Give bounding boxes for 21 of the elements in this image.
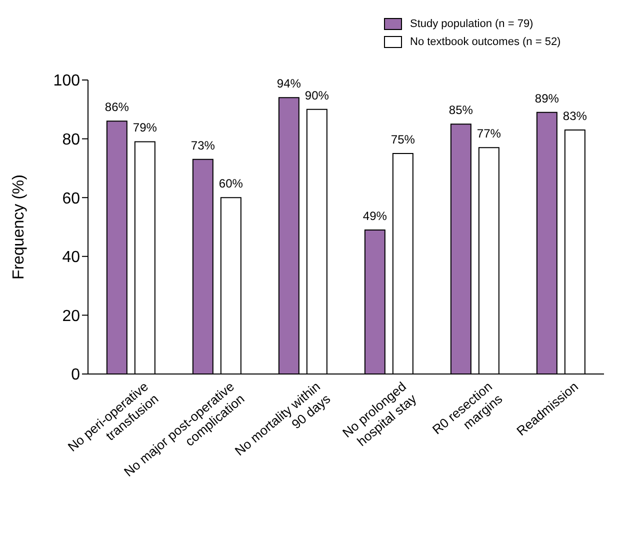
data-label: 85%	[448, 103, 474, 118]
legend-label: Study population (n = 79)	[410, 18, 534, 30]
y-tick-label: 100	[53, 72, 80, 90]
data-label: 79%	[132, 120, 158, 135]
data-label: 83%	[562, 108, 588, 123]
y-tick-label: 80	[62, 131, 80, 148]
data-label: 89%	[534, 91, 560, 106]
y-tick-label: 20	[62, 308, 80, 325]
data-label: 73%	[190, 138, 216, 152]
data-label: 60%	[218, 176, 244, 191]
legend-label: No textbook outcomes (n = 52)	[410, 36, 561, 48]
data-label: 86%	[104, 100, 130, 114]
y-tick-label: 40	[62, 249, 80, 266]
data-label: 90%	[304, 88, 330, 102]
y-tick-label: 60	[62, 190, 80, 208]
data-label: 75%	[390, 132, 416, 146]
data-label: 94%	[276, 76, 302, 91]
data-label: 49%	[362, 208, 388, 223]
data-label: 77%	[476, 126, 502, 141]
y-tick-label: 0	[71, 366, 80, 384]
y-axis-title: Frequency (%)	[10, 174, 28, 280]
